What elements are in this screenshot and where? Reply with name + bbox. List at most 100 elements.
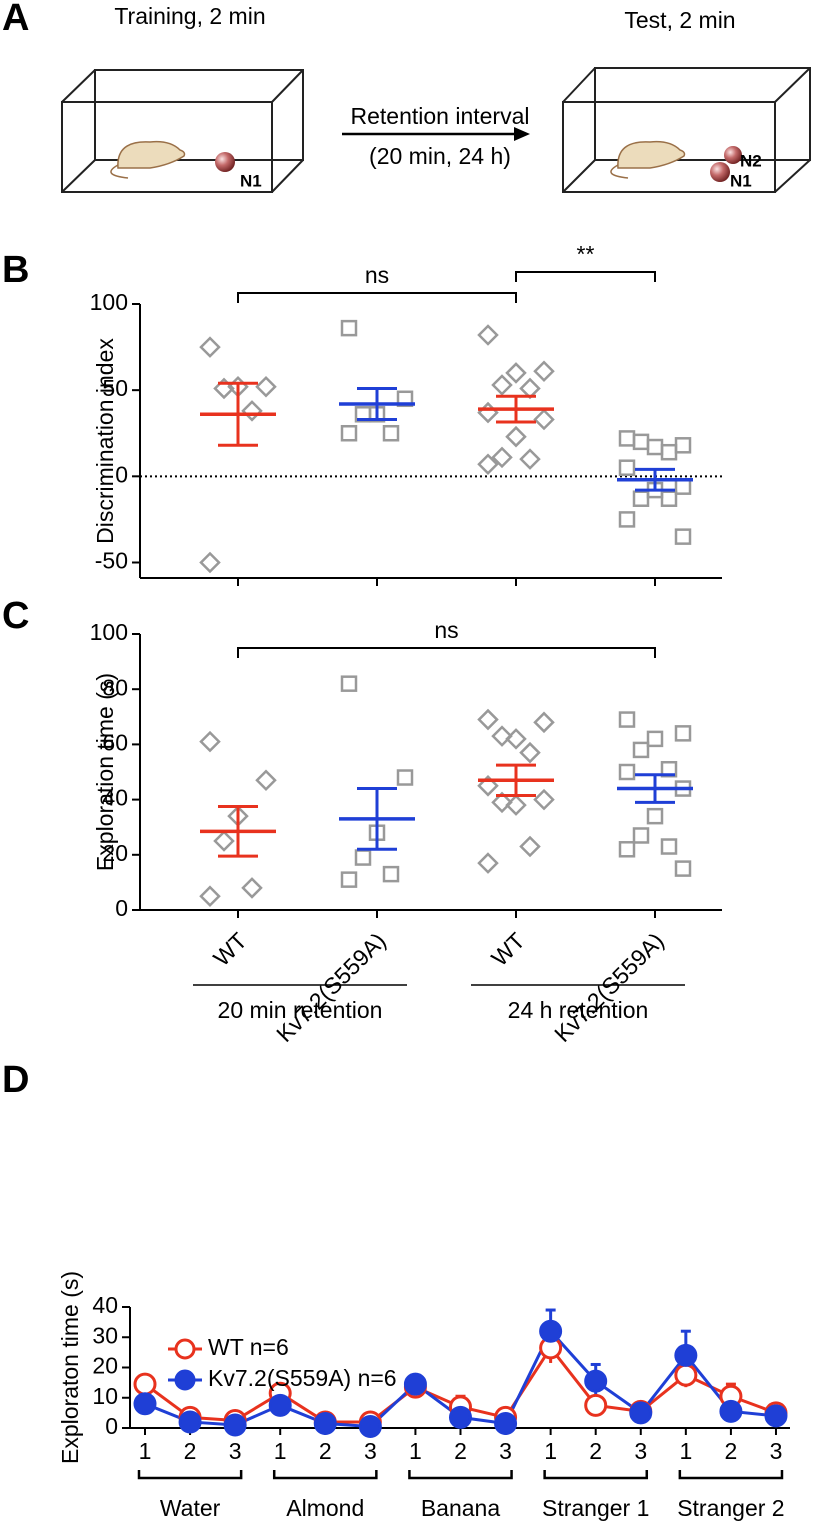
- y-tick-label: 30: [92, 1322, 118, 1348]
- point: [719, 1399, 743, 1423]
- point: [199, 551, 221, 574]
- point: [340, 675, 358, 692]
- point: [340, 871, 358, 888]
- point: [199, 885, 221, 907]
- group-label: Banana: [421, 1495, 501, 1521]
- y-axis-label: Exploration time (s): [92, 673, 118, 871]
- arrow-label: Retention interval: [351, 103, 530, 129]
- point: [178, 1410, 202, 1434]
- x-tick-label: 1: [679, 1438, 692, 1464]
- object: [724, 146, 742, 164]
- x-tick-label: 3: [499, 1438, 512, 1464]
- y-tick-label: 60: [102, 729, 128, 755]
- point: [674, 860, 692, 877]
- x-tick-label: 3: [634, 1438, 647, 1464]
- y-tick-label: 0: [115, 895, 128, 921]
- object-label: N1: [240, 171, 262, 190]
- point: [618, 459, 636, 476]
- significance-bracket: [237, 647, 656, 658]
- group-label: Stranger 2: [677, 1495, 784, 1521]
- point: [133, 1392, 157, 1416]
- mouse: [610, 140, 686, 179]
- point: [255, 375, 277, 398]
- point: [358, 1414, 382, 1438]
- point: [764, 1404, 788, 1428]
- y-tick-label: 20: [92, 1353, 118, 1379]
- x-tick-label: Kv7.2(S559A): [549, 927, 669, 1047]
- point: [199, 336, 221, 358]
- x-tick-label: 2: [319, 1438, 332, 1464]
- object: [710, 162, 730, 182]
- point: [646, 438, 664, 456]
- x-tick-label: 1: [409, 1438, 422, 1464]
- x-tick-label: 3: [229, 1438, 242, 1464]
- y-tick-label: 40: [92, 1292, 118, 1318]
- point: [382, 865, 400, 883]
- point: [674, 478, 692, 495]
- point: [213, 377, 235, 400]
- point: [505, 425, 527, 448]
- point: [533, 788, 555, 811]
- point: [646, 730, 664, 748]
- legend-marker: [174, 1338, 196, 1360]
- arrow-head: [514, 127, 530, 141]
- point: [660, 490, 678, 507]
- point: [584, 1393, 608, 1417]
- point: [632, 741, 650, 759]
- point: [448, 1405, 472, 1429]
- point: [477, 324, 499, 346]
- point: [313, 1411, 337, 1435]
- group-label: 24 h retention: [508, 997, 649, 1023]
- y-tick-label: 100: [90, 619, 128, 645]
- point: [519, 741, 541, 764]
- box: [562, 67, 811, 193]
- point: [477, 775, 499, 797]
- x-tick-label: 2: [725, 1438, 738, 1464]
- object-label: N1: [730, 171, 752, 190]
- point: [618, 430, 636, 447]
- legend-label: Kv7.2(S559A) n=6: [208, 1365, 397, 1391]
- point: [133, 1372, 157, 1396]
- point: [199, 730, 221, 753]
- point: [519, 835, 541, 858]
- point: [494, 1411, 518, 1435]
- point: [533, 711, 555, 734]
- point: [241, 400, 263, 422]
- point: [241, 877, 263, 899]
- y-axis-label: Discrimination index: [92, 338, 118, 544]
- point: [539, 1319, 563, 1343]
- point: [584, 1369, 608, 1393]
- legend-marker: [174, 1369, 196, 1391]
- y-tick-label: 100: [90, 289, 128, 315]
- x-tick-label: 2: [454, 1438, 467, 1464]
- point: [674, 1363, 698, 1387]
- point: [491, 791, 513, 814]
- point: [477, 401, 499, 424]
- point: [477, 852, 499, 874]
- point: [632, 827, 650, 844]
- point: [491, 725, 513, 747]
- point: [477, 453, 499, 476]
- point: [477, 708, 499, 731]
- object: [215, 152, 235, 172]
- group-bracket: [543, 1470, 649, 1480]
- x-tick-label: 1: [139, 1438, 152, 1464]
- point: [213, 830, 235, 852]
- point: [403, 1372, 427, 1396]
- y-tick-label: 40: [102, 785, 128, 811]
- point: [223, 1413, 247, 1437]
- panel-label: A: [2, 0, 29, 39]
- x-tick-label: WT: [486, 927, 530, 971]
- mouse: [110, 140, 186, 179]
- point: [340, 319, 358, 337]
- significance-label: ns: [365, 262, 389, 288]
- x-tick-label: 3: [364, 1438, 377, 1464]
- point: [268, 1393, 292, 1417]
- significance-label: **: [577, 241, 595, 267]
- point: [255, 769, 277, 792]
- point: [618, 841, 636, 858]
- group-label: Almond: [286, 1495, 364, 1521]
- y-tick-label: 20: [102, 840, 128, 866]
- group-bracket: [678, 1470, 784, 1480]
